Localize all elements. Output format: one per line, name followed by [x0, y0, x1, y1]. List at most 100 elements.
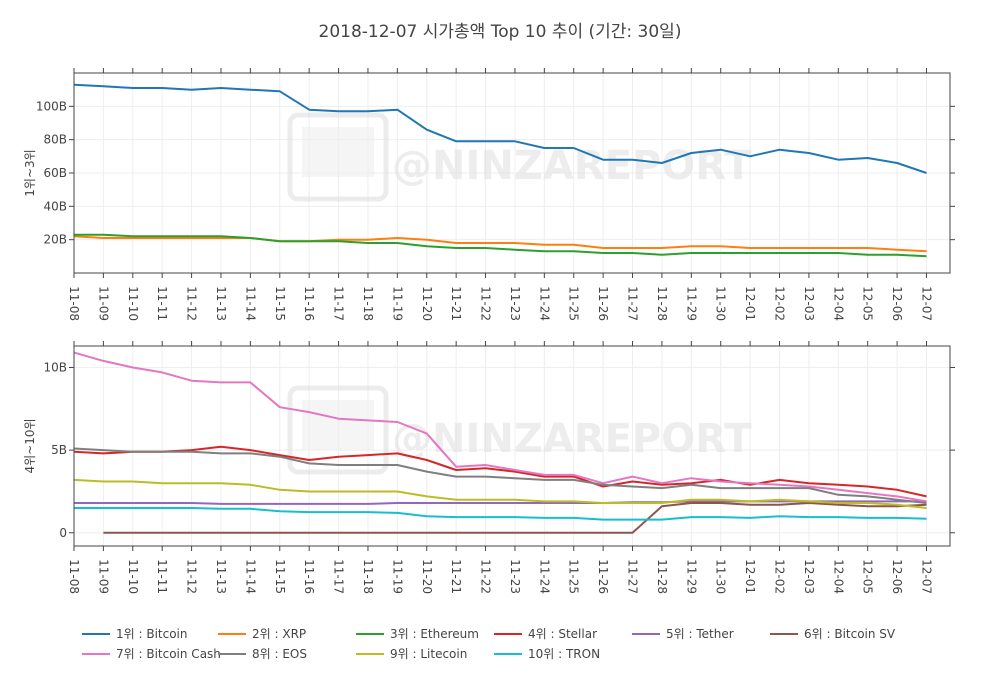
x-tick-label: 11-21	[449, 559, 463, 594]
x-tick-label: 11-28	[655, 559, 669, 594]
y-tick-label: 5B	[51, 443, 67, 457]
x-tick-label: 11-13	[214, 286, 228, 321]
legend-label: 3위 : Ethereum	[390, 627, 479, 641]
x-tick-label: 11-14	[243, 559, 257, 594]
x-tick-label: 12-03	[802, 286, 816, 321]
legend-item: 6위 : Bitcoin SV	[770, 627, 896, 641]
watermark: @NINZAREPORT	[287, 385, 752, 475]
legend-item: 8위 : EOS	[218, 647, 307, 661]
x-tick-label: 11-17	[332, 286, 346, 321]
legend-item: 10위 : TRON	[494, 647, 600, 661]
x-tick-label: 11-22	[479, 559, 493, 594]
x-tick-label: 12-02	[773, 286, 787, 321]
x-tick-label: 11-23	[508, 559, 522, 594]
watermark-text: @NINZAREPORT	[392, 416, 752, 462]
x-tick-label: 12-06	[890, 286, 904, 321]
x-tick-label: 12-05	[861, 286, 875, 321]
legend-item: 5위 : Tether	[632, 627, 734, 641]
x-tick-label: 11-19	[390, 559, 404, 594]
x-tick-label: 11-10	[126, 559, 140, 594]
series-line	[73, 351, 927, 503]
x-tick-label: 12-06	[890, 559, 904, 594]
series-line	[74, 233, 927, 258]
x-tick-label: 11-15	[273, 286, 287, 321]
watermark-screen-icon	[302, 127, 374, 177]
legend: 1위 : Bitcoin 2위 : XRP 3위 : Ethereum 4위 : St…	[82, 627, 896, 661]
x-tick-label: 11-08	[67, 286, 81, 321]
series-line	[73, 478, 927, 509]
legend-label: 10위 : TRON	[528, 647, 600, 661]
y-tick-label: 0	[59, 526, 67, 540]
legend-item: 1위 : Bitcoin	[82, 627, 188, 641]
x-tick-label: 12-07	[919, 286, 933, 321]
panel-2: @NINZAREPORT 0 5B 10B 11-08 11-09 11-10 11-11 11…	[23, 341, 955, 594]
x-tick-label: 11-09	[96, 559, 110, 594]
x-tick-label: 11-15	[273, 559, 287, 594]
x-tick-label: 11-25	[567, 286, 581, 321]
series-line	[74, 507, 927, 521]
x-tick-label: 11-08	[67, 559, 81, 594]
plot-frame	[73, 345, 951, 547]
legend-label: 1위 : Bitcoin	[116, 627, 188, 641]
x-tick-label: 11-16	[302, 286, 316, 321]
x-tick-label: 11-17	[332, 559, 346, 594]
watermark: @NINZAREPORT	[287, 112, 752, 202]
x-tick-label: 12-05	[861, 559, 875, 594]
legend-item: 3위 : Ethereum	[356, 627, 479, 641]
x-tick-label: 11-20	[420, 559, 434, 594]
legend-label: 7위 : Bitcoin Cash	[116, 647, 221, 661]
x-tick-label: 12-07	[919, 559, 933, 594]
x-tick-label: 11-25	[567, 559, 581, 594]
series-line	[74, 500, 927, 505]
x-tick-label: 11-14	[243, 286, 257, 321]
x-tick-label: 11-30	[714, 286, 728, 321]
x-tick-label: 11-18	[361, 559, 375, 594]
legend-label: 6위 : Bitcoin SV	[804, 627, 896, 641]
legend-label: 2위 : XRP	[252, 627, 306, 641]
x-tick-label: 11-26	[596, 559, 610, 594]
y-axis-title: 1위~3위	[23, 149, 37, 196]
x-tick-label: 11-27	[626, 559, 640, 594]
x-tick-label: 11-23	[508, 286, 522, 321]
x-tick-label: 11-22	[479, 286, 493, 321]
x-tick-label: 12-04	[831, 286, 845, 321]
series-line	[103, 502, 927, 534]
panel-1: @NINZAREPORT 20B 40B 60B 80B 100B 11-08 11-09 11…	[23, 68, 955, 321]
x-tick-label: 12-02	[773, 559, 787, 594]
x-tick-label: 11-29	[684, 286, 698, 321]
series-line	[73, 447, 927, 504]
x-tick-label: 11-13	[214, 559, 228, 594]
x-tick-label: 11-30	[714, 559, 728, 594]
watermark-logo-icon	[287, 385, 389, 475]
x-tick-label: 11-21	[449, 286, 463, 321]
x-tick-label: 12-01	[743, 559, 757, 594]
series-line	[73, 445, 927, 498]
x-tick-label: 11-20	[420, 286, 434, 321]
x-tick-label: 11-11	[155, 286, 169, 321]
x-tick-label: 12-03	[802, 559, 816, 594]
chart-title: 2018-12-07 시가총액 Top 10 추이 (기간: 30일)	[319, 22, 682, 42]
x-tick-label: 11-11	[155, 559, 169, 594]
x-tick-label: 11-12	[185, 559, 199, 594]
y-tick-label: 20B	[43, 233, 67, 247]
legend-label: 5위 : Tether	[666, 627, 734, 641]
y-tick-label: 10B	[43, 360, 67, 374]
watermark-text: @NINZAREPORT	[392, 143, 752, 189]
legend-item: 7위 : Bitcoin Cash	[82, 647, 221, 661]
x-tick-label: 11-24	[537, 559, 551, 594]
series-line	[73, 83, 927, 174]
y-axis-title: 4위~10위	[23, 418, 37, 473]
legend-item: 2위 : XRP	[218, 627, 306, 641]
x-tick-label: 11-09	[96, 286, 110, 321]
x-tick-label: 11-24	[537, 286, 551, 321]
watermark-screen-icon	[302, 400, 374, 450]
watermark-logo-icon	[287, 112, 389, 202]
x-tick-label: 12-01	[743, 286, 757, 321]
y-tick-label: 40B	[43, 199, 67, 213]
y-tick-label: 100B	[36, 99, 67, 113]
x-tick-label: 11-29	[684, 559, 698, 594]
series-line	[73, 235, 927, 253]
legend-label: 9위 : Litecoin	[390, 647, 467, 661]
x-tick-label: 11-18	[361, 286, 375, 321]
